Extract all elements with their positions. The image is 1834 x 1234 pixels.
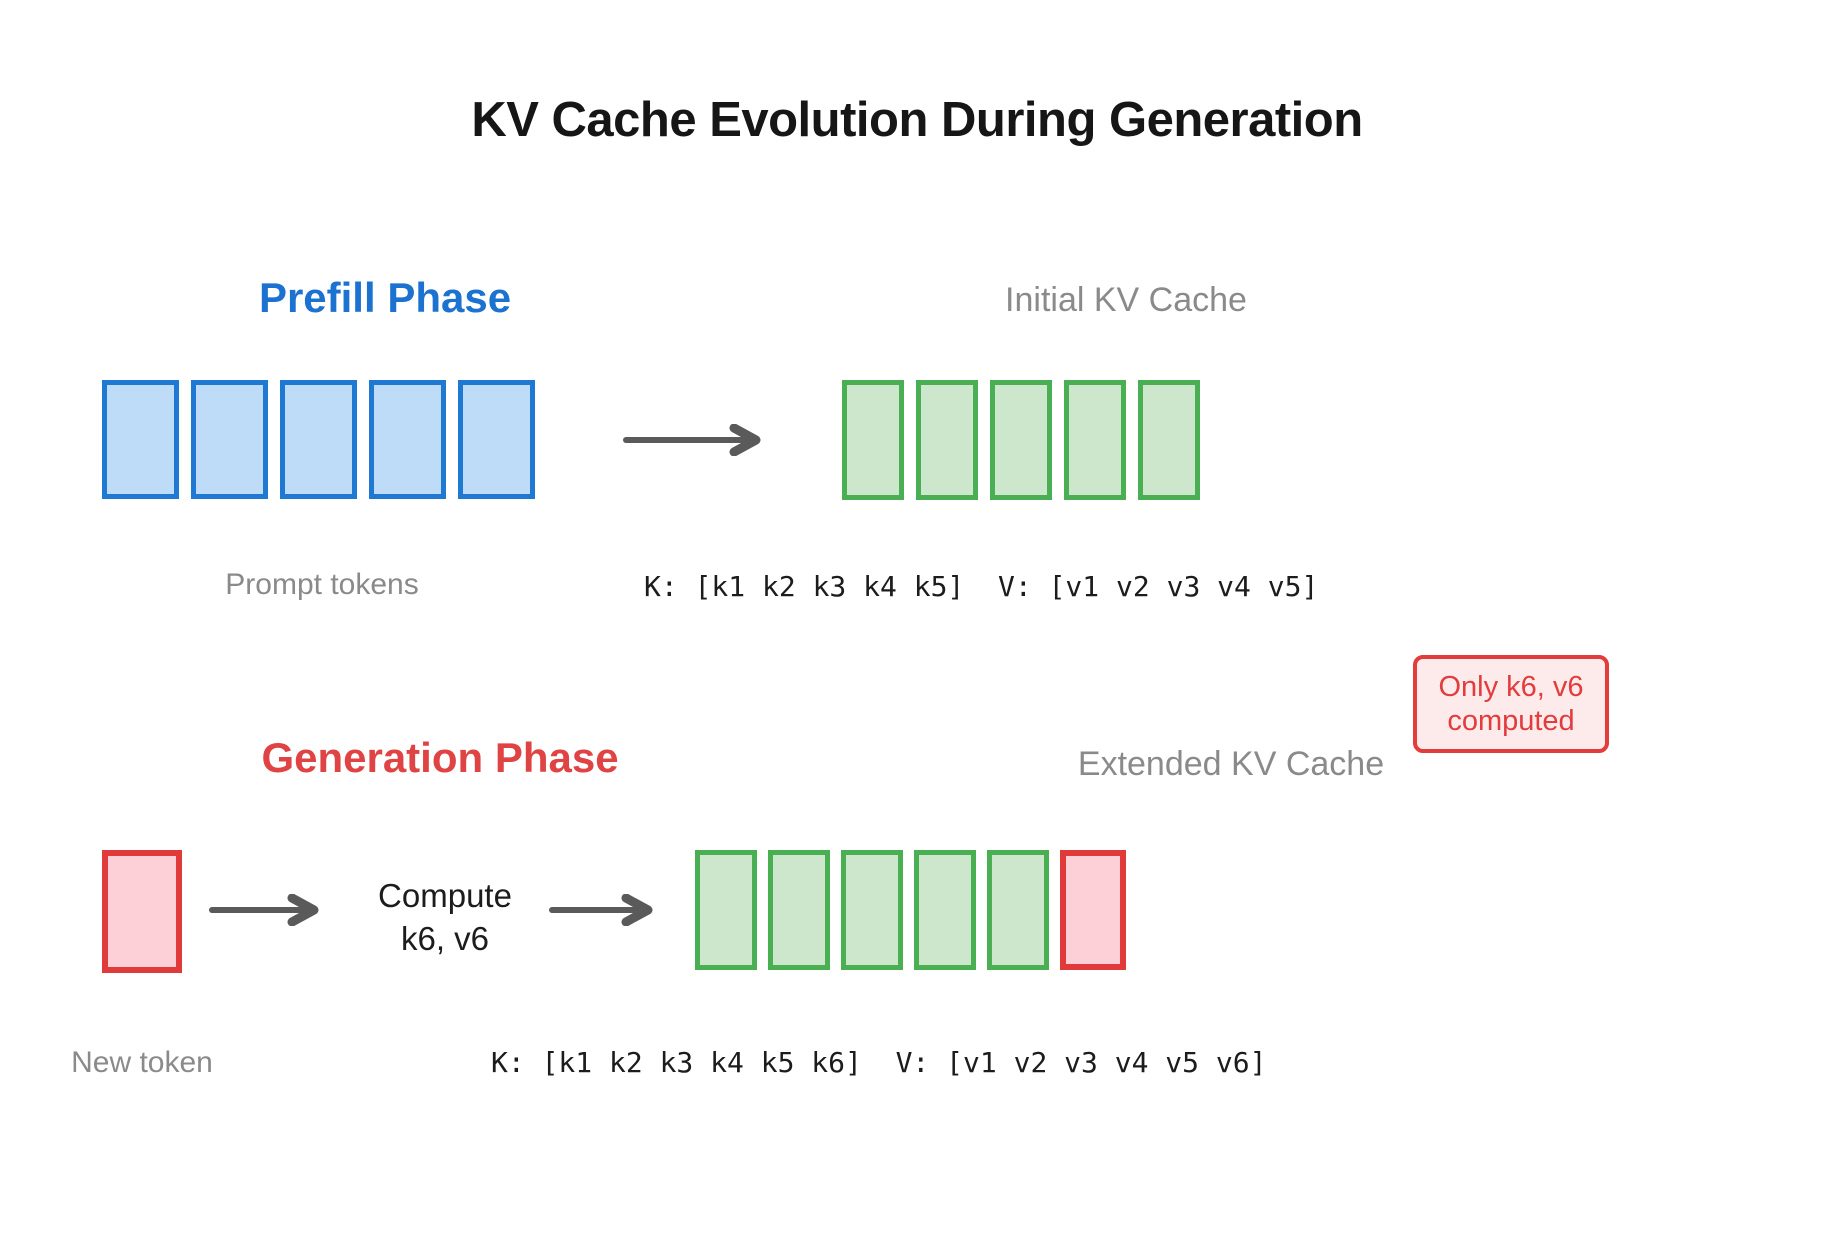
prompt-token-row (102, 380, 535, 499)
extended-kv-cache-label: Extended KV Cache (1077, 745, 1385, 783)
diagram-title: KV Cache Evolution During Generation (471, 93, 1363, 147)
prompt-token (102, 380, 179, 499)
cached-kv-token (990, 380, 1052, 500)
compute-k6-v6-label: Compute k6, v6 (378, 874, 512, 960)
initial-cache-row (842, 380, 1200, 500)
generation-phase-label: Generation Phase (261, 734, 619, 781)
cached-kv-token (914, 850, 976, 970)
callout-line-2: computed (1447, 705, 1575, 737)
cached-kv-token (1138, 380, 1200, 500)
extended-cache-row (695, 850, 1126, 970)
new-kv-token (1060, 850, 1126, 970)
prompt-token (369, 380, 446, 499)
cached-kv-token (987, 850, 1049, 970)
prompt-token (280, 380, 357, 499)
cached-kv-token (768, 850, 830, 970)
only-k6-v6-computed-callout: Only k6, v6 computed (1413, 655, 1609, 753)
generation-arrow-2-icon (549, 894, 653, 926)
generation-kv-values: K: [k1 k2 k3 k4 k5 k6] V: [v1 v2 v3 v4 v… (491, 1046, 1267, 1079)
new-token-box (102, 850, 182, 973)
prefill-phase-label: Prefill Phase (258, 274, 512, 321)
prefill-kv-values: K: [k1 k2 k3 k4 k5] V: [v1 v2 v3 v4 v5] (644, 570, 1319, 603)
initial-kv-cache-label: Initial KV Cache (1005, 281, 1247, 319)
cached-kv-token (842, 380, 904, 500)
compute-label-line-2: k6, v6 (400, 920, 490, 957)
cached-kv-token (695, 850, 757, 970)
callout-line-1: Only k6, v6 (1438, 671, 1584, 703)
new-token-label: New token (71, 1046, 213, 1079)
prompt-tokens-label: Prompt tokens (225, 568, 419, 601)
prompt-token (458, 380, 535, 499)
prefill-arrow-icon (623, 424, 761, 456)
cached-kv-token (916, 380, 978, 500)
cached-kv-token (1064, 380, 1126, 500)
cached-kv-token (841, 850, 903, 970)
generation-arrow-1-icon (209, 894, 319, 926)
prompt-token (191, 380, 268, 499)
compute-label-line-1: Compute (378, 877, 512, 914)
